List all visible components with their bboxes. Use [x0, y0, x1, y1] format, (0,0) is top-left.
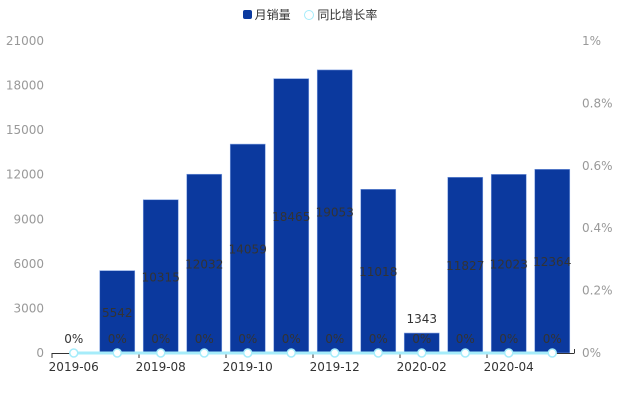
bar: [186, 173, 223, 354]
growth-point: [547, 348, 557, 358]
growth-label: 0%: [64, 332, 83, 346]
bar-value-label: 12032: [185, 258, 223, 272]
bar-value-label: 11827: [446, 259, 484, 273]
growth-point: [112, 348, 122, 358]
y2-tick-label: 0.4%: [582, 221, 613, 235]
growth-point: [199, 348, 209, 358]
growth-point: [156, 348, 166, 358]
growth-point: [504, 348, 514, 358]
y-tick-label: 18000: [6, 79, 44, 93]
bar-value-label: 10315: [142, 270, 180, 284]
x-tick-label: 2019-10: [223, 360, 273, 374]
y2-tick-label: 0.8%: [582, 96, 613, 110]
growth-label: 0%: [412, 332, 431, 346]
y2-tick-label: 0.2%: [582, 284, 613, 298]
growth-label: 0%: [325, 332, 344, 346]
bar-value-label: 1343: [406, 312, 437, 326]
bar-value-label: 11018: [359, 265, 397, 279]
x-tick-label: 2019-08: [136, 360, 186, 374]
growth-point: [330, 348, 340, 358]
x-tick-label: 2019-06: [49, 360, 99, 374]
y2-tick-label: 0.6%: [582, 159, 613, 173]
bar-value-label: 14059: [229, 243, 267, 257]
y2-tick-label: 1%: [582, 34, 601, 48]
y-tick-label: 0: [36, 346, 44, 360]
x-tick-label: 2020-04: [484, 360, 534, 374]
bar-value-label: 12364: [533, 255, 571, 269]
legend-bar-label[interactable]: 月销量: [254, 8, 291, 22]
bar-value-label: 18465: [272, 210, 310, 224]
bar-value-label: 5542: [102, 306, 133, 320]
bar: [273, 78, 310, 354]
bar: [360, 189, 397, 354]
bar: [490, 174, 527, 354]
bar-value-label: 12023: [490, 258, 528, 272]
growth-point: [460, 348, 470, 358]
y-tick-label: 21000: [6, 34, 44, 48]
legend-line-label[interactable]: 同比增长率: [317, 8, 378, 22]
bar: [447, 176, 484, 354]
growth-label: 0%: [108, 332, 127, 346]
y-tick-label: 3000: [13, 301, 44, 315]
growth-label: 0%: [543, 332, 562, 346]
growth-label: 0%: [238, 332, 257, 346]
legend-bar-swatch[interactable]: [242, 10, 252, 19]
x-tick-label: 2019-12: [310, 360, 360, 374]
y2-tick-label: 0%: [582, 346, 601, 360]
growth-label: 0%: [195, 332, 214, 346]
growth-point: [417, 348, 427, 358]
growth-point: [243, 348, 253, 358]
growth-label: 0%: [282, 332, 301, 346]
y-tick-label: 15000: [6, 123, 44, 137]
growth-label: 0%: [151, 332, 170, 346]
legend-line-swatch[interactable]: [304, 9, 315, 20]
bar: [99, 270, 136, 354]
growth-point: [373, 348, 383, 358]
y-tick-label: 9000: [13, 212, 44, 226]
bar: [534, 169, 571, 354]
bar: [316, 69, 353, 354]
y-tick-label: 6000: [13, 257, 44, 271]
growth-point: [69, 348, 79, 358]
growth-label: 0%: [499, 332, 518, 346]
growth-label: 0%: [456, 332, 475, 346]
growth-label: 0%: [369, 332, 388, 346]
growth-point: [286, 348, 296, 358]
x-tick-label: 2020-02: [397, 360, 447, 374]
bar: [229, 143, 266, 354]
y-tick-label: 12000: [6, 168, 44, 182]
legend: 月销量 同比增长率: [0, 6, 620, 23]
bar-value-label: 19053: [316, 205, 354, 219]
